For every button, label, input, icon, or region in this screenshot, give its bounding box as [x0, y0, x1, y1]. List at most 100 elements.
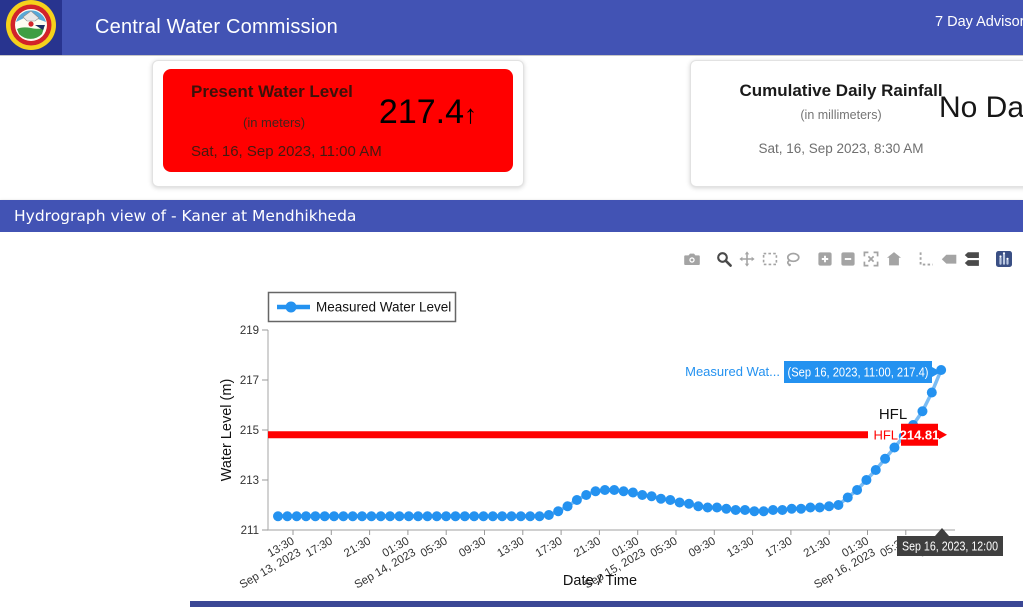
measured-series-point[interactable] [880, 453, 891, 464]
measured-series-point[interactable] [329, 511, 340, 522]
x-tick-label: 13:30 [725, 535, 756, 560]
measured-series-point[interactable] [403, 511, 414, 522]
measured-series-point[interactable] [702, 502, 713, 513]
measured-series-point[interactable] [824, 501, 835, 512]
pan-icon[interactable] [735, 249, 758, 269]
measured-series-point[interactable] [571, 495, 582, 505]
measured-series-point[interactable] [627, 487, 638, 498]
measured-series-point[interactable] [861, 475, 872, 485]
measured-series-point[interactable] [590, 486, 601, 497]
measured-series-point[interactable] [459, 511, 470, 522]
measured-series-point[interactable] [469, 511, 480, 522]
measured-series-point[interactable] [833, 500, 844, 510]
measured-series-point[interactable] [683, 498, 694, 509]
measured-series-point[interactable] [319, 511, 330, 522]
nav-7day-advisory[interactable]: 7 Day Advisory [935, 14, 1023, 30]
measured-series-point[interactable] [786, 503, 797, 514]
measured-series-point[interactable] [711, 502, 722, 513]
plotly-logo-icon[interactable] [992, 249, 1015, 269]
measured-series-point[interactable] [273, 511, 283, 522]
measured-series-point[interactable] [749, 506, 760, 517]
measured-series-point[interactable] [693, 501, 704, 512]
spikelines-icon[interactable] [914, 249, 937, 269]
measured-series-point[interactable] [926, 387, 937, 398]
y-tick-label: 211 [241, 525, 259, 537]
measured-series-point[interactable] [441, 511, 452, 522]
measured-series-point[interactable] [814, 502, 825, 513]
hover-compare-icon[interactable] [960, 249, 983, 269]
measured-series-point[interactable] [487, 511, 498, 522]
measured-series-point[interactable] [730, 505, 741, 515]
measured-series-point[interactable] [740, 505, 750, 515]
measured-series-point[interactable] [553, 506, 564, 517]
measured-series-point[interactable] [618, 486, 629, 497]
measured-series-point[interactable] [842, 492, 853, 503]
reset-axes-icon[interactable] [882, 249, 905, 269]
measured-series-point[interactable] [515, 511, 526, 522]
measured-series-point[interactable] [310, 511, 321, 522]
measured-series-point[interactable] [637, 490, 648, 500]
measured-series-point[interactable] [375, 511, 386, 522]
measured-series-point[interactable] [562, 501, 573, 512]
water-level-unit: (in meters) [243, 115, 306, 130]
hydrograph-chart: 211 213 215 217 219 13:30 Sep 13, 2023 17:30 21:… [0, 232, 1023, 607]
measured-series-point[interactable] [497, 511, 508, 522]
zoom-in-icon[interactable] [813, 249, 836, 269]
measured-series-point[interactable] [609, 485, 620, 495]
logo-block [0, 0, 62, 55]
measured-series-point[interactable] [422, 511, 433, 522]
x-tick-label: 21:30 [802, 535, 833, 560]
measured-series-point[interactable] [805, 502, 816, 513]
x-tick-label: 21:30 [572, 535, 603, 560]
measured-series-point[interactable] [889, 442, 900, 453]
measured-series-point[interactable] [534, 511, 545, 522]
measured-series-point[interactable] [758, 506, 769, 517]
measured-series-point[interactable] [431, 511, 442, 522]
measured-series-point[interactable] [599, 485, 610, 495]
hydrograph-section-title: Hydrograph view of - Kaner at Mendhikhed… [14, 207, 357, 225]
measured-series-point[interactable] [291, 511, 302, 522]
hfl-hover-value: 214.81 [900, 427, 940, 442]
measured-series-point[interactable] [385, 511, 396, 522]
autoscale-icon[interactable] [859, 249, 882, 269]
measured-series-point[interactable] [674, 497, 685, 508]
lasso-select-icon[interactable] [781, 249, 804, 269]
zoom-icon[interactable] [712, 249, 735, 269]
camera-icon[interactable] [680, 249, 703, 269]
measured-series-point[interactable] [394, 511, 405, 522]
measured-series-point[interactable] [665, 495, 676, 505]
measured-series-point[interactable] [768, 505, 779, 515]
y-axis-title: Water Level (m) [219, 379, 235, 482]
measured-series-point[interactable] [478, 511, 489, 522]
y-tick-label: 219 [240, 325, 259, 337]
measured-series-point[interactable] [917, 406, 928, 417]
measured-series-point[interactable] [581, 490, 592, 500]
x-axis-title: Date / Time [563, 573, 637, 589]
measured-series-point[interactable] [870, 465, 881, 475]
zoom-out-icon[interactable] [836, 249, 859, 269]
measured-series-point[interactable] [543, 510, 554, 520]
measured-series-point[interactable] [506, 511, 517, 522]
measured-series-point[interactable] [646, 491, 657, 502]
measured-series-point[interactable] [721, 503, 732, 514]
measured-series-point[interactable] [347, 511, 358, 522]
measured-series-point[interactable] [450, 511, 461, 522]
hover-closest-icon[interactable] [937, 249, 960, 269]
measured-series-point[interactable] [366, 511, 377, 522]
measured-series-point[interactable] [655, 493, 666, 504]
measured-series-point[interactable] [282, 511, 293, 522]
measured-series-point[interactable] [777, 505, 788, 515]
measured-series-point[interactable] [413, 511, 424, 522]
measured-series-point[interactable] [852, 485, 863, 495]
y-tick-label: 215 [240, 425, 259, 437]
measured-series-point[interactable] [525, 511, 536, 522]
box-select-icon[interactable] [758, 249, 781, 269]
app-header: Central Water Commission 7 Day Advisory [0, 0, 1023, 56]
measured-series-point[interactable] [301, 511, 312, 522]
measured-series-point[interactable] [338, 511, 349, 522]
legend-label[interactable]: Measured Water Level [316, 300, 451, 315]
measured-series-point[interactable] [357, 511, 368, 522]
measured-series-point[interactable] [796, 503, 807, 514]
